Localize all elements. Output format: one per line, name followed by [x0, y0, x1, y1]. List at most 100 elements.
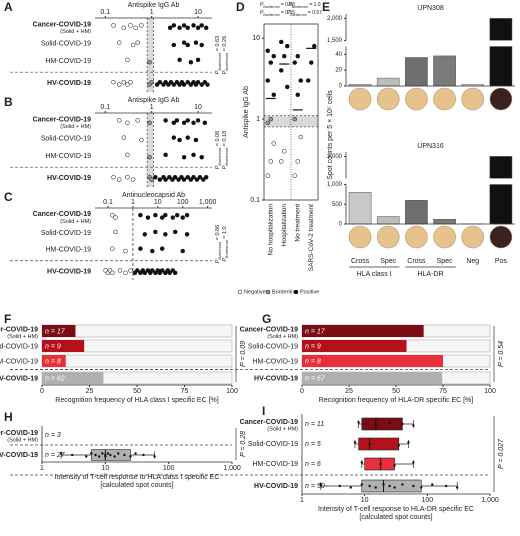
y-tick-label: 0 [339, 222, 343, 228]
point [431, 483, 434, 486]
legend-marker [237, 289, 243, 295]
y-tick-label: 0.1 [250, 197, 260, 204]
point [163, 232, 168, 237]
point [191, 23, 196, 28]
point [397, 444, 400, 447]
y-tick-label: 20 [335, 68, 342, 74]
bar [489, 156, 513, 225]
category-note: (Solid + HM) [60, 124, 91, 130]
p-subscript: Bonferroni [225, 148, 229, 166]
bar [42, 325, 76, 337]
point [393, 486, 396, 489]
point [123, 248, 128, 254]
n-label: n = 6 [305, 461, 321, 468]
category-note: (Solid + HM) [7, 334, 38, 340]
point [163, 118, 168, 123]
point [147, 154, 152, 160]
point [111, 79, 116, 85]
bar [42, 355, 66, 367]
point [279, 159, 284, 164]
category-label: Solid-COVID-19 [0, 343, 38, 350]
category-label: Solid-COVID-19 [41, 41, 91, 48]
point [85, 455, 88, 458]
p-value: PBonferroni = 0.86 [215, 225, 222, 263]
point [194, 177, 200, 182]
bar [376, 216, 400, 225]
point [407, 441, 410, 444]
p-symbol: P [215, 259, 221, 263]
n-label: n = 9 [305, 343, 321, 350]
category-label: Cancer-COVID-19 [33, 21, 91, 28]
x-tick-label: 10 [194, 9, 202, 16]
panel-label: I [262, 404, 265, 418]
well-image [348, 87, 372, 111]
category-label: HV-COVID-19 [0, 452, 38, 459]
point [171, 120, 177, 126]
x-tick-label: 1,000 [199, 199, 217, 206]
p-label: P = 0.54 [498, 341, 505, 367]
point [174, 212, 180, 218]
y-tick-label: 500 [332, 202, 343, 208]
p-symbol: P [260, 10, 264, 16]
point [128, 268, 133, 273]
p-subscript: Bonferroni [225, 53, 229, 71]
point [116, 177, 122, 182]
axis-break [342, 40, 515, 47]
category-label: Cross [351, 258, 370, 265]
p-text: = 0.63 [215, 36, 221, 53]
n-label: n = 8 [45, 358, 61, 365]
box [361, 479, 422, 493]
point [295, 92, 300, 98]
category-label: HM-COVID-19 [252, 358, 298, 365]
p-symbol: P [288, 2, 292, 8]
point [172, 229, 178, 235]
point [125, 152, 130, 158]
p-symbol: P [222, 70, 228, 74]
point [117, 268, 123, 273]
legend-marker [265, 289, 271, 295]
point [374, 424, 377, 427]
bar [302, 372, 443, 384]
x-axis-label: Intensity of T-cell response to HLA-DR s… [318, 506, 474, 513]
point [157, 177, 163, 182]
point [142, 453, 145, 457]
point [197, 174, 203, 180]
panel-label: E [322, 0, 330, 14]
n-label: n = 67 [305, 375, 326, 382]
point [172, 270, 178, 276]
category-note: (Solid + HM) [7, 437, 38, 443]
p-text: = 0.26 [222, 36, 228, 53]
point [177, 25, 182, 31]
category-label: HV-COVID-19 [0, 375, 38, 382]
point [121, 79, 126, 85]
point [97, 455, 101, 458]
x-tick-label: 1,000 [223, 465, 241, 472]
category-label: Cancer-COVID-19 [240, 326, 298, 333]
point [360, 461, 363, 464]
point [420, 486, 423, 489]
point [353, 441, 357, 444]
point [121, 25, 126, 31]
panel-label: H [4, 410, 13, 424]
point [185, 25, 191, 31]
x-tick-label: 25 [86, 388, 94, 395]
y-tick-label: 0 [339, 84, 343, 90]
p-value: PBonferroni = 0.18 [222, 131, 229, 169]
point [268, 159, 273, 164]
bar [376, 77, 400, 87]
x-axis-label: Intensity of T-cell response to HLA clas… [55, 474, 220, 481]
point [135, 40, 140, 45]
point [271, 92, 276, 98]
panel-label: D [236, 0, 245, 14]
category-label: HV-COVID-19 [254, 375, 298, 382]
point [145, 215, 151, 220]
point [138, 212, 143, 218]
borderline-band [147, 18, 154, 92]
point [188, 59, 194, 65]
point [181, 154, 187, 160]
point [125, 120, 130, 126]
point [154, 82, 160, 87]
well-image [433, 87, 456, 111]
point [170, 215, 176, 220]
